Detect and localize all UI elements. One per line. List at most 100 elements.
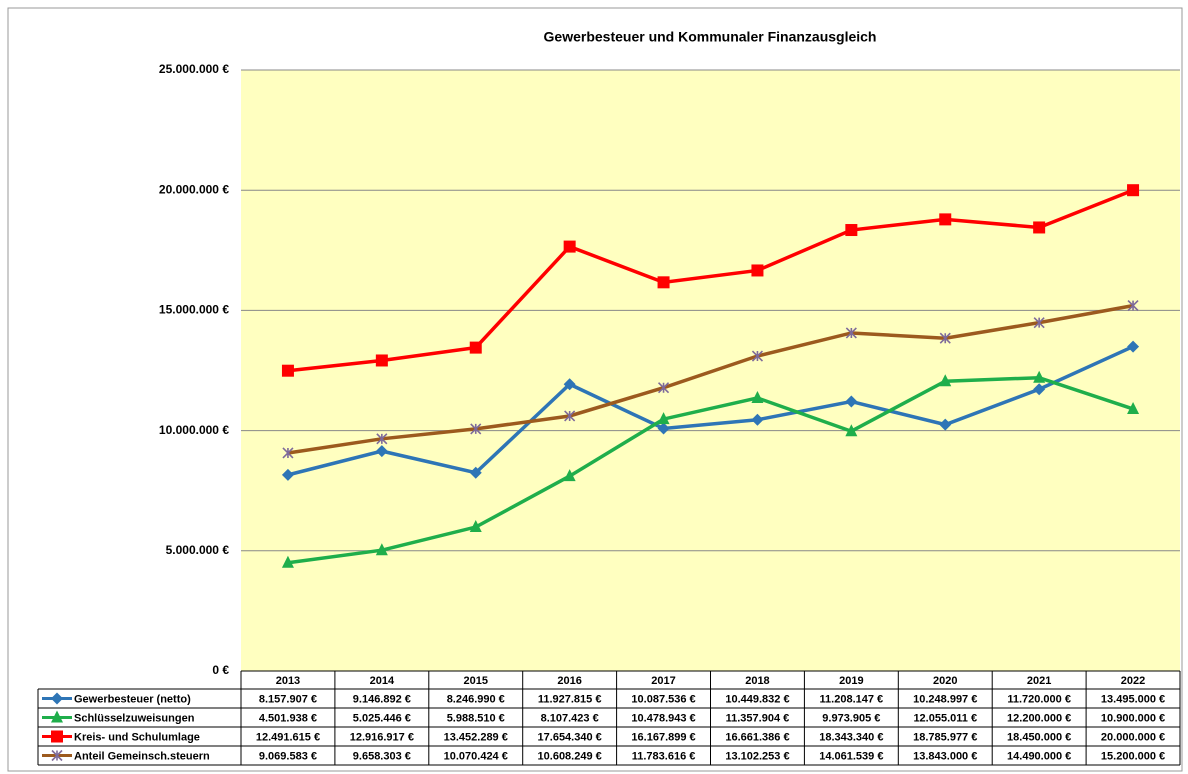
legend-label: Anteil Gemeinsch.steuern	[74, 750, 210, 762]
table-value: 18.450.000 €	[1007, 731, 1071, 743]
x-tick-label: 2015	[464, 675, 488, 687]
x-tick-label: 2017	[651, 675, 675, 687]
data-point	[281, 364, 294, 377]
table-value: 14.061.539 €	[819, 750, 883, 762]
data-point	[657, 422, 670, 435]
data-point	[751, 264, 764, 277]
data-point	[657, 382, 670, 394]
table-value: 10.449.832 €	[725, 693, 789, 705]
table-value: 11.208.147 €	[820, 693, 884, 705]
x-tick-label: 2022	[1121, 675, 1145, 687]
table-value: 9.069.583 €	[259, 750, 317, 762]
table-value: 8.107.423 €	[541, 712, 599, 724]
table-value: 12.491.615 €	[256, 731, 320, 743]
legend-label: Kreis- und Schulumlage	[74, 731, 200, 743]
legend-label: Schlüsselzuweisungen	[74, 712, 195, 724]
x-tick-label: 2019	[839, 675, 863, 687]
data-point	[845, 424, 858, 437]
y-tick-label: 25.000.000 €	[159, 62, 229, 76]
table-value: 12.916.917 €	[350, 731, 414, 743]
table-value: 9.973.905 €	[822, 712, 880, 724]
data-point	[1033, 317, 1045, 329]
data-point	[469, 520, 482, 533]
table-value: 20.000.000 €	[1101, 731, 1165, 743]
data-point	[751, 413, 764, 426]
legend-marker	[51, 710, 63, 723]
table-value: 13.102.253 €	[725, 750, 789, 762]
data-point	[281, 555, 294, 568]
data-point	[1033, 370, 1046, 383]
series-line	[287, 303, 1134, 455]
x-tick-label: 2020	[933, 675, 957, 687]
series-line	[287, 344, 1134, 477]
data-point	[564, 410, 576, 422]
table-value: 18.785.977 €	[913, 731, 977, 743]
table-value: 11.720.000 €	[1007, 693, 1071, 705]
table-value: 15.200.000 €	[1101, 750, 1165, 762]
table-value: 9.658.303 €	[353, 750, 411, 762]
table-value: 13.452.289 €	[444, 731, 508, 743]
data-point	[281, 468, 294, 481]
legend-marker	[51, 749, 63, 762]
y-tick-label: 15.000.000 €	[159, 303, 229, 317]
data-point	[751, 350, 764, 362]
data-point	[1127, 401, 1140, 414]
table-value: 16.167.899 €	[631, 731, 695, 743]
table-value: 8.246.990 €	[447, 693, 505, 705]
x-tick-label: 2018	[745, 675, 769, 687]
data-point	[1033, 221, 1046, 234]
x-tick-label: 2013	[276, 675, 300, 687]
table-value: 17.654.340 €	[538, 731, 602, 743]
y-tick-label: 5.000.000 €	[166, 543, 230, 557]
table-value: 10.478.943 €	[631, 712, 695, 724]
table-value: 10.900.000 €	[1101, 712, 1165, 724]
table-value: 13.495.000 €	[1101, 693, 1165, 705]
data-point	[939, 213, 952, 226]
data-point	[1127, 184, 1140, 197]
data-point	[657, 276, 670, 289]
data-point	[375, 445, 388, 458]
y-tick-label: 10.000.000 €	[159, 423, 229, 437]
data-point	[939, 418, 952, 431]
table-value: 10.608.249 €	[538, 750, 602, 762]
table-value: 14.490.000 €	[1007, 750, 1071, 762]
series-line	[287, 375, 1134, 565]
data-point	[1127, 300, 1139, 312]
table-value: 5.988.510 €	[447, 712, 505, 724]
data-point	[845, 395, 858, 408]
legend-marker	[51, 692, 63, 705]
y-tick-label: 0 €	[212, 663, 229, 677]
table-value: 10.070.424 €	[444, 750, 508, 762]
legend-marker	[51, 730, 63, 743]
data-point	[939, 374, 952, 387]
table-value: 10.087.536 €	[631, 693, 695, 705]
x-tick-label: 2021	[1027, 675, 1051, 687]
table-value: 10.248.997 €	[913, 693, 977, 705]
data-point	[470, 423, 482, 435]
data-point	[563, 378, 576, 391]
data-point	[751, 390, 764, 403]
table-value: 11.357.904 €	[726, 712, 790, 724]
data-point	[657, 412, 670, 425]
y-tick-label: 20.000.000 €	[159, 182, 229, 196]
data-point	[845, 327, 857, 339]
table-value: 9.146.892 €	[353, 693, 411, 705]
data-point	[939, 332, 951, 344]
data-point	[469, 341, 482, 354]
data-point	[1033, 383, 1046, 396]
data-point	[376, 433, 388, 445]
table-value: 11.927.815 €	[538, 693, 602, 705]
data-point	[375, 354, 388, 367]
table-value: 12.055.011 €	[913, 712, 977, 724]
x-tick-label: 2016	[557, 675, 581, 687]
table-value: 18.343.340 €	[819, 731, 883, 743]
series-line	[287, 188, 1134, 373]
table-value: 16.661.386 €	[725, 731, 789, 743]
data-point	[563, 240, 576, 253]
data-point	[375, 543, 388, 556]
data-point	[282, 447, 294, 459]
table-value: 11.783.616 €	[632, 750, 696, 762]
x-tick-label: 2014	[370, 675, 395, 687]
table-value: 13.843.000 €	[913, 750, 977, 762]
